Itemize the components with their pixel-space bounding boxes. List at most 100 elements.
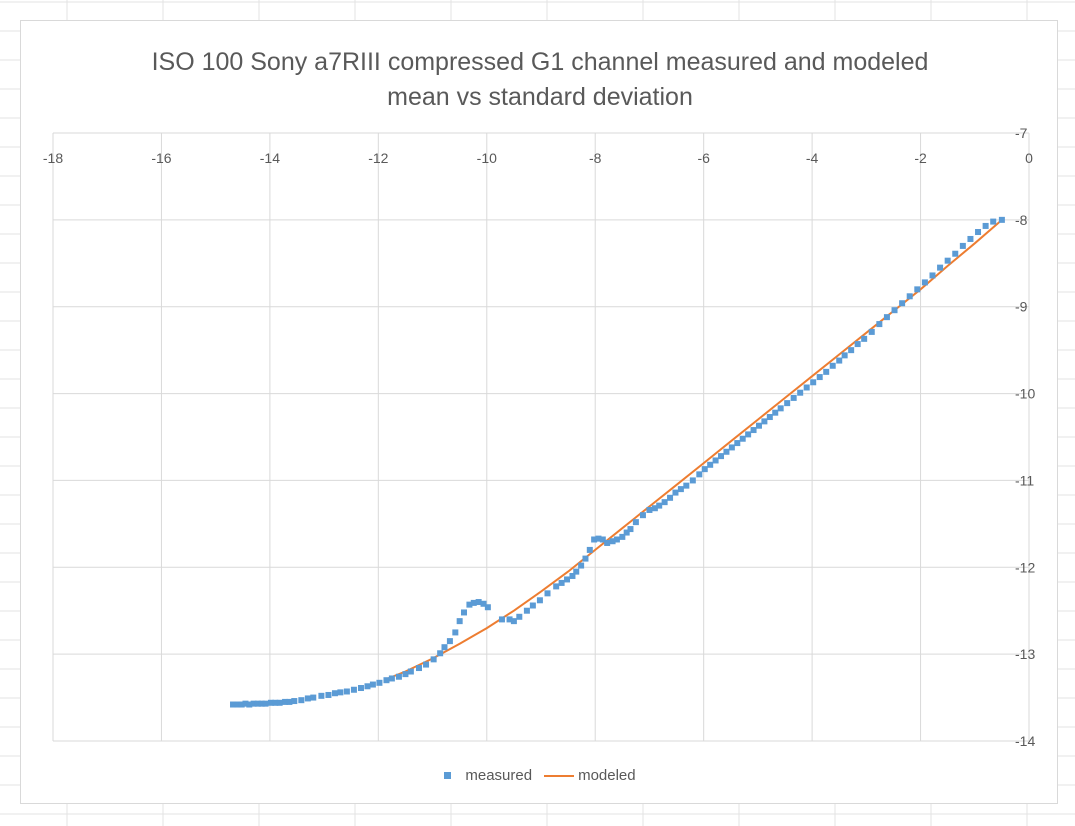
- data-point-measured: [291, 698, 298, 705]
- y-tick-label: -8: [1015, 212, 1028, 228]
- data-point-measured: [723, 448, 730, 455]
- data-point-measured: [959, 242, 966, 249]
- data-point-measured: [701, 466, 708, 473]
- data-point-measured: [876, 321, 883, 328]
- data-point-measured: [797, 389, 804, 396]
- data-point-measured: [350, 686, 357, 693]
- legend: measured modeled: [21, 767, 1059, 784]
- gridlines: [52, 132, 1030, 742]
- data-point-measured: [868, 328, 875, 335]
- data-point-measured: [582, 555, 589, 562]
- data-point-measured: [475, 599, 482, 606]
- data-point-measured: [772, 409, 779, 416]
- data-point-measured: [836, 357, 843, 364]
- data-point-measured: [854, 341, 861, 348]
- data-point-measured: [484, 604, 491, 611]
- data-point-measured: [569, 572, 576, 579]
- chart-area[interactable]: ISO 100 Sony a7RIII compressed G1 channe…: [20, 20, 1058, 804]
- data-point-measured: [325, 691, 332, 698]
- x-tick-label: -12: [368, 150, 388, 166]
- data-point-measured: [784, 400, 791, 407]
- data-point-measured: [318, 692, 325, 699]
- data-point-measured: [627, 526, 634, 533]
- data-point-measured: [667, 494, 674, 501]
- data-point-measured: [861, 335, 868, 342]
- data-point-measured: [712, 457, 719, 464]
- chart-title-line-1: ISO 100 Sony a7RIII compressed G1 channe…: [151, 48, 929, 76]
- data-point-measured: [536, 597, 543, 604]
- data-point-measured: [707, 461, 714, 468]
- data-point-measured: [929, 272, 936, 279]
- x-tick-label: -18: [43, 150, 63, 166]
- data-point-measured: [276, 699, 283, 706]
- data-point-measured: [899, 300, 906, 307]
- data-point-measured: [395, 673, 402, 680]
- x-tick-label: -8: [589, 150, 602, 166]
- data-point-measured: [998, 216, 1005, 223]
- data-point-measured: [286, 698, 293, 705]
- data-point-measured: [810, 379, 817, 386]
- legend-item-measured: measured: [444, 767, 532, 784]
- data-point-measured: [437, 650, 444, 657]
- y-tick-label: -14: [1015, 733, 1035, 749]
- data-point-measured: [937, 264, 944, 271]
- data-point-measured: [470, 599, 477, 606]
- data-point-measured: [298, 697, 305, 704]
- data-point-measured: [250, 700, 257, 707]
- data-point-measured: [632, 519, 639, 526]
- data-point-measured: [677, 486, 684, 493]
- plot-area: -18 -16 -14 -12 -10 -8 -6 -4 -2 0 -7 -8 -9 -10 -11 -12 -…: [43, 125, 1036, 749]
- data-point-measured: [623, 529, 630, 536]
- y-tick-label: -12: [1015, 559, 1035, 575]
- data-point-measured: [777, 405, 784, 412]
- data-point-measured: [990, 218, 997, 225]
- data-point-measured: [416, 665, 422, 672]
- data-point-measured: [982, 222, 989, 229]
- x-tick-label: -6: [697, 150, 710, 166]
- data-point-measured: [766, 414, 773, 421]
- legend-label-measured: measured: [465, 767, 533, 784]
- data-point-measured: [848, 347, 855, 354]
- data-point-measured: [823, 368, 830, 375]
- x-tick-label: -2: [914, 150, 927, 166]
- data-point-measured: [696, 471, 703, 478]
- data-point-measured: [689, 477, 696, 484]
- data-point-measured: [446, 638, 453, 645]
- x-tick-label: -14: [260, 150, 280, 166]
- y-tick-label: -7: [1015, 125, 1028, 141]
- y-tick-label: -13: [1015, 646, 1035, 662]
- data-point-measured: [430, 656, 437, 663]
- data-point-measured: [734, 440, 741, 447]
- data-point-measured: [480, 600, 487, 607]
- data-point-measured: [364, 683, 371, 690]
- data-point-measured: [914, 286, 921, 293]
- x-tick-label: 0: [1025, 150, 1033, 166]
- x-tick-label: -16: [151, 150, 171, 166]
- data-point-measured: [591, 536, 598, 543]
- data-point-measured: [267, 699, 274, 706]
- data-point-measured: [262, 700, 269, 707]
- data-point-measured: [739, 435, 746, 442]
- data-point-measured: [967, 235, 974, 242]
- y-tick-label: -11: [1015, 472, 1034, 488]
- data-point-measured: [656, 502, 663, 509]
- data-point-measured: [331, 690, 338, 697]
- data-point-measured: [343, 688, 350, 695]
- series-layer: [230, 216, 1005, 708]
- x-tick-label: -4: [806, 150, 819, 166]
- data-point-measured: [613, 536, 620, 543]
- data-point-measured: [595, 535, 602, 542]
- data-point-measured: [558, 579, 565, 586]
- data-point-measured: [761, 418, 768, 425]
- data-point-measured: [272, 699, 279, 706]
- data-point-measured: [544, 590, 551, 597]
- data-point-measured: [238, 701, 245, 708]
- data-point-measured: [407, 668, 414, 675]
- data-point-measured: [619, 533, 626, 540]
- x-tick-label: -10: [477, 150, 497, 166]
- data-point-measured: [883, 314, 890, 321]
- data-point-measured: [304, 695, 311, 702]
- data-point-measured: [841, 352, 848, 359]
- y-tick-label: -9: [1015, 299, 1028, 315]
- data-point-measured: [790, 394, 797, 401]
